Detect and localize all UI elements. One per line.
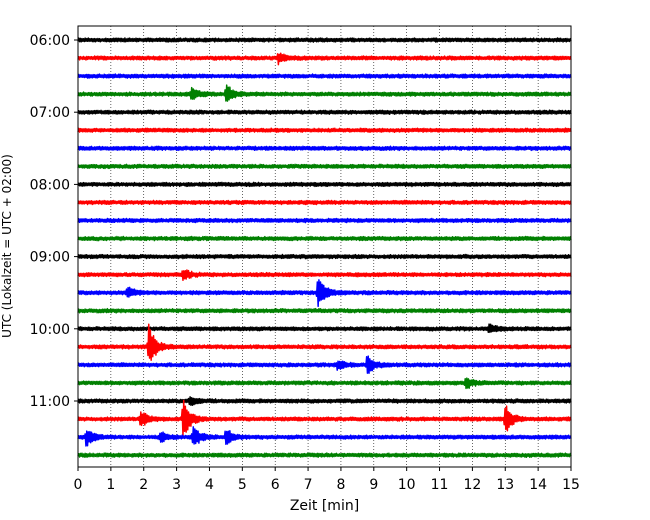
trace-0730 [77, 145, 572, 152]
trace-0745 [77, 163, 572, 170]
trace-1130 [77, 426, 572, 447]
y-tick-label: 11:00 [30, 394, 70, 410]
x-tick-label: 2 [139, 477, 148, 493]
trace-0715 [77, 127, 572, 134]
x-tick-label: 5 [238, 477, 247, 493]
trace-0915 [77, 269, 572, 282]
y-tick-label: 06:00 [30, 33, 70, 49]
trace-1045 [77, 377, 572, 390]
x-tick-label: 15 [562, 477, 580, 493]
x-tick-label: 13 [496, 477, 514, 493]
trace-0930 [77, 279, 572, 308]
plot-frame [77, 25, 572, 468]
x-tick-label: 8 [336, 477, 345, 493]
trace-1015 [77, 323, 572, 362]
trace-0845 [77, 235, 572, 242]
trace-0900 [77, 253, 572, 260]
trace-1000 [77, 323, 572, 334]
y-axis-ticks: 06:00 07:00 08:00 09:00 10:00 11:00 [30, 33, 78, 410]
y-tick-label: 08:00 [30, 177, 70, 193]
trace-0600 [77, 37, 572, 43]
trace-0830 [77, 217, 572, 224]
x-tick-label: 4 [205, 477, 214, 493]
x-tick-label: 7 [304, 477, 313, 493]
y-axis-label: UTC (Lokalzeit = UTC + 02:00) [0, 154, 14, 338]
trace-1115 [77, 399, 572, 437]
trace-0700 [77, 109, 572, 116]
trace-0645 [77, 84, 572, 102]
y-tick-label: 10:00 [30, 322, 70, 338]
trace-0815 [77, 199, 572, 206]
trace-0630 [77, 73, 572, 79]
x-tick-label: 10 [398, 477, 416, 493]
trace-1030 [77, 355, 572, 374]
x-tick-label: 9 [369, 477, 378, 493]
x-tick-label: 14 [529, 477, 547, 493]
trace-1145 [77, 452, 572, 458]
x-axis-label: Zeit [min] [290, 498, 359, 514]
trace-0615 [77, 52, 572, 66]
x-tick-label: 6 [271, 477, 280, 493]
x-tick-label: 0 [74, 477, 83, 493]
x-tick-label: 1 [106, 477, 115, 493]
x-tick-label: 3 [172, 477, 181, 493]
trace-1100 [77, 396, 572, 406]
x-tick-label: 12 [463, 477, 481, 493]
y-tick-label: 07:00 [30, 105, 70, 121]
trace-0945 [77, 307, 572, 314]
trace-0800 [77, 181, 572, 188]
x-axis-ticks: 0 1 2 3 4 5 6 7 8 9 10 11 12 13 14 15 [74, 467, 580, 493]
seismic-traces [77, 37, 572, 458]
x-tick-label: 11 [431, 477, 449, 493]
y-tick-label: 09:00 [30, 250, 70, 266]
